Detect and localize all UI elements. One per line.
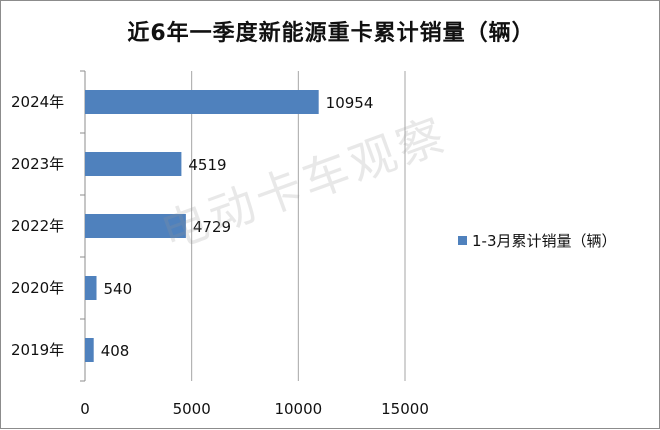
x-tick-label-0: 0 <box>80 400 90 418</box>
bar-4 <box>85 338 94 362</box>
y-tick-label-1: 2023年 <box>11 155 64 173</box>
bar-1 <box>85 152 182 176</box>
bar-0 <box>85 90 319 114</box>
y-tick-label-0: 2024年 <box>11 93 64 111</box>
data-label-4: 408 <box>101 342 130 360</box>
legend-label: 1-3月累计销量（辆） <box>472 232 617 250</box>
data-label-0: 10954 <box>326 94 374 112</box>
legend-swatch <box>458 236 467 245</box>
bar-3 <box>85 276 97 300</box>
data-label-1: 4519 <box>188 156 226 174</box>
data-label-3: 540 <box>104 280 133 298</box>
chart-title: 近6年一季度新能源重卡累计销量（辆） <box>127 21 535 46</box>
y-tick-label-3: 2020年 <box>11 279 64 297</box>
bar-2 <box>85 214 186 238</box>
x-tick-label-2: 10000 <box>274 400 322 418</box>
data-label-2: 4729 <box>193 218 231 236</box>
y-tick-label-4: 2019年 <box>11 341 64 359</box>
x-tick-label-1: 5000 <box>173 400 211 418</box>
y-tick-label-2: 2022年 <box>11 217 64 235</box>
x-tick-label-3: 15000 <box>381 400 429 418</box>
